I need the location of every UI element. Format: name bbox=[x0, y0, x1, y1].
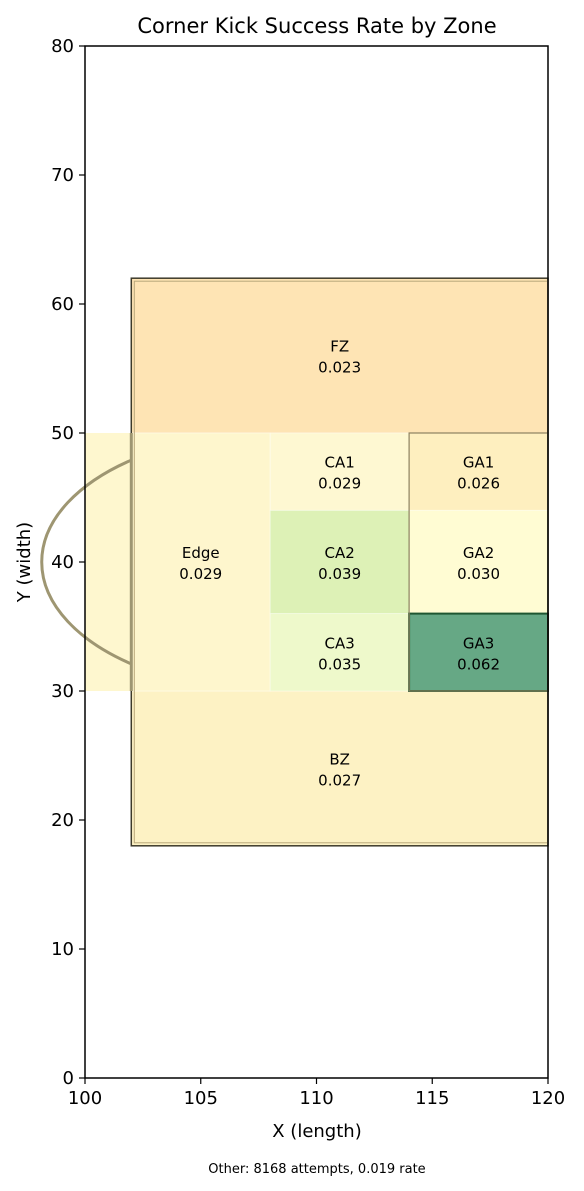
zone-bz-name: BZ bbox=[329, 750, 350, 768]
zone-ca2-rect bbox=[269, 509, 410, 615]
zone-fz-rate: 0.023 bbox=[318, 359, 361, 377]
x-tick-label: 110 bbox=[299, 1088, 333, 1109]
y-tick-label: 0 bbox=[63, 1068, 74, 1089]
x-axis: 100 105 110 115 120 bbox=[68, 1078, 565, 1109]
y-tick-label: 80 bbox=[51, 36, 74, 57]
x-tick-label: 100 bbox=[68, 1088, 102, 1109]
penalty-arc bbox=[40, 458, 132, 666]
x-tick-label: 115 bbox=[415, 1088, 449, 1109]
zone-edge-rect bbox=[130, 432, 271, 692]
zone-ca2-name: CA2 bbox=[325, 544, 355, 562]
zone-ca1-name: CA1 bbox=[325, 454, 355, 472]
zone-ca1-rate: 0.029 bbox=[318, 475, 361, 493]
y-tick-label: 70 bbox=[51, 165, 74, 186]
zone-ga3-name: GA3 bbox=[463, 634, 494, 652]
zone-fz-name: FZ bbox=[330, 338, 349, 356]
x-tick-label: 105 bbox=[184, 1088, 218, 1109]
zone-ca3-name: CA3 bbox=[325, 634, 355, 652]
zone-edge-rate: 0.029 bbox=[179, 565, 222, 583]
y-tick-label: 50 bbox=[51, 423, 74, 444]
y-axis: 0 10 20 30 40 50 60 70 80 bbox=[51, 36, 85, 1089]
penalty-arc-area bbox=[85, 433, 132, 691]
y-tick-label: 10 bbox=[51, 939, 74, 960]
zone-edge-name: Edge bbox=[182, 544, 220, 562]
x-tick-label: 120 bbox=[531, 1088, 565, 1109]
zone-ga2-name: GA2 bbox=[463, 544, 494, 562]
zone-ca3-rect bbox=[269, 613, 410, 692]
zone-ca1-rect bbox=[269, 432, 410, 511]
y-tick-label: 20 bbox=[51, 810, 74, 831]
zone-ga1-name: GA1 bbox=[463, 454, 494, 472]
zone-ca3-rate: 0.035 bbox=[318, 655, 361, 673]
zone-bz-rect bbox=[130, 690, 549, 847]
zones-layer bbox=[85, 277, 549, 847]
x-axis-label: X (length) bbox=[272, 1121, 361, 1142]
zone-labels-layer: FZ 0.023 BZ 0.027 Edge 0.029 CA1 0.029 CA2 0.039 C… bbox=[179, 338, 500, 790]
zone-ga2-rect bbox=[408, 509, 549, 615]
zone-bz-rate: 0.027 bbox=[318, 771, 361, 789]
zone-ga3-rate: 0.062 bbox=[457, 655, 500, 673]
zone-fz-rect bbox=[130, 277, 549, 434]
y-tick-label: 30 bbox=[51, 681, 74, 702]
y-tick-label: 60 bbox=[51, 294, 74, 315]
zone-ga1-rate: 0.026 bbox=[457, 475, 500, 493]
zone-ga1-rect bbox=[408, 432, 549, 511]
footer-note: Other: 8168 attempts, 0.019 rate bbox=[208, 1162, 425, 1177]
chart-title: Corner Kick Success Rate by Zone bbox=[137, 14, 496, 38]
y-tick-label: 40 bbox=[51, 552, 74, 573]
y-axis-label: Y (width) bbox=[14, 522, 35, 603]
zone-ga2-rate: 0.030 bbox=[457, 565, 500, 583]
zone-ca2-rate: 0.039 bbox=[318, 565, 361, 583]
